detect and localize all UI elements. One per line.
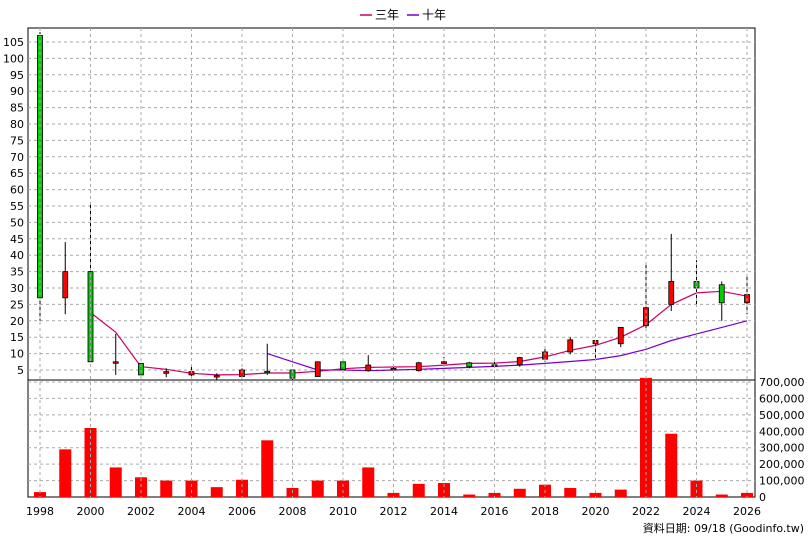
volume-bar bbox=[741, 492, 753, 497]
x-axis: 1998 2000 2002 2004 2006 2008 2010 2012 2014 2016… bbox=[26, 28, 761, 518]
price-tick-label: 35 bbox=[10, 266, 24, 279]
price-tick-label: 25 bbox=[10, 298, 24, 311]
volume-bar bbox=[690, 480, 703, 497]
volume-tick-label: 100,000 bbox=[759, 475, 805, 488]
candle-body bbox=[567, 339, 574, 353]
candle-body bbox=[516, 357, 523, 366]
x-tick-label: 2016 bbox=[481, 505, 509, 518]
volume-bar bbox=[513, 488, 526, 497]
volume-tick-label: 300,000 bbox=[759, 442, 805, 455]
volume-bar bbox=[185, 480, 198, 497]
price-tick-label: 85 bbox=[10, 102, 24, 115]
volume-bar bbox=[665, 433, 678, 497]
volume-tick-label: 200,000 bbox=[759, 458, 805, 471]
candle-body bbox=[668, 281, 675, 305]
candle-body bbox=[138, 363, 144, 376]
candle-body bbox=[718, 284, 725, 304]
price-tick-label: 45 bbox=[10, 233, 24, 246]
candle-body bbox=[415, 362, 422, 372]
source-note: 資料日期: 09/18 (Goodinfo.tw) bbox=[643, 521, 804, 535]
price-tick-label: 105 bbox=[3, 36, 24, 49]
x-tick-label: 2006 bbox=[228, 505, 256, 518]
volume-tick-label: 700,000 bbox=[759, 376, 805, 389]
price-tick-label: 75 bbox=[10, 134, 24, 147]
volume-bar bbox=[463, 494, 476, 497]
volume-bar bbox=[210, 487, 223, 497]
volume-bar bbox=[135, 477, 147, 497]
x-tick-label: 2010 bbox=[329, 505, 357, 518]
candle-body bbox=[365, 364, 372, 372]
volume-tick-label: 600,000 bbox=[759, 392, 805, 405]
ma10-line bbox=[267, 320, 748, 372]
price-tick-label: 100 bbox=[3, 52, 24, 65]
x-tick-label: 2014 bbox=[430, 505, 458, 518]
x-tick-label: 1998 bbox=[26, 505, 54, 518]
volume-bar bbox=[564, 487, 577, 497]
volume-bar bbox=[387, 492, 400, 497]
price-tick-label: 65 bbox=[10, 167, 24, 180]
x-tick-label: 2020 bbox=[582, 505, 610, 518]
volume-bar bbox=[59, 449, 72, 497]
volume-bar bbox=[311, 480, 324, 497]
price-tick-label: 80 bbox=[10, 118, 24, 131]
x-tick-label: 2026 bbox=[733, 505, 761, 518]
legend-label-ma3: 三年 bbox=[375, 8, 399, 22]
x-tick-label: 2000 bbox=[77, 505, 105, 518]
price-tick-label: 50 bbox=[10, 216, 24, 229]
volume-panel: 0 100,000 200,000 300,000 400,000 500,000 600,… bbox=[27, 376, 805, 504]
candle-body bbox=[163, 371, 170, 374]
volume-tick-label: 500,000 bbox=[759, 409, 805, 422]
price-tick-label: 70 bbox=[10, 151, 24, 164]
x-tick-label: 2004 bbox=[178, 505, 206, 518]
candle-body bbox=[466, 362, 473, 368]
price-tick-label: 10 bbox=[10, 348, 24, 361]
volume-bar bbox=[412, 483, 425, 497]
volume-tick-label: 400,000 bbox=[759, 425, 805, 438]
price-tick-label: 15 bbox=[10, 331, 24, 344]
price-tick-label: 95 bbox=[10, 69, 24, 82]
volume-bar bbox=[589, 492, 602, 497]
candle-body bbox=[441, 361, 447, 364]
volume-bar bbox=[715, 494, 728, 497]
volume-bar bbox=[160, 480, 173, 497]
candle-body bbox=[617, 326, 624, 345]
price-tick-label: 90 bbox=[10, 85, 24, 98]
volume-bar bbox=[236, 479, 248, 497]
candle-body bbox=[213, 375, 220, 378]
price-tick-label: 40 bbox=[10, 249, 24, 262]
candle-body bbox=[390, 367, 397, 371]
volume-tick-label: 0 bbox=[759, 491, 766, 504]
volume-bar bbox=[362, 467, 375, 497]
legend-label-ma10: 十年 bbox=[422, 8, 446, 22]
candle-body bbox=[314, 361, 321, 377]
x-tick-label: 2022 bbox=[632, 505, 660, 518]
volume-bar bbox=[337, 480, 349, 497]
price-tick-label: 20 bbox=[10, 315, 24, 328]
candle-body bbox=[62, 271, 69, 299]
volume-bar bbox=[261, 440, 274, 497]
price-tick-label: 60 bbox=[10, 184, 24, 197]
price-panel: 5 10 15 20 25 30 35 40 45 50 55 60 65 70 75 80 85 90 95 100… bbox=[3, 27, 756, 381]
volume-bar bbox=[488, 492, 501, 497]
x-tick-label: 2012 bbox=[380, 505, 408, 518]
volume-bar bbox=[614, 489, 627, 497]
price-plot-frame bbox=[27, 27, 756, 381]
price-tick-label: 5 bbox=[17, 364, 24, 377]
x-tick-label: 2018 bbox=[531, 505, 559, 518]
volume-bar bbox=[34, 492, 46, 497]
x-tick-label: 2008 bbox=[279, 505, 307, 518]
price-tick-label: 55 bbox=[10, 200, 24, 213]
volume-bar bbox=[109, 467, 122, 497]
candle-body bbox=[264, 370, 271, 374]
x-tick-label: 2002 bbox=[127, 505, 155, 518]
candle-body bbox=[112, 361, 119, 364]
price-tick-label: 30 bbox=[10, 282, 24, 295]
legend: 三年 十年 bbox=[360, 8, 446, 22]
x-tick-label: 2024 bbox=[683, 505, 711, 518]
